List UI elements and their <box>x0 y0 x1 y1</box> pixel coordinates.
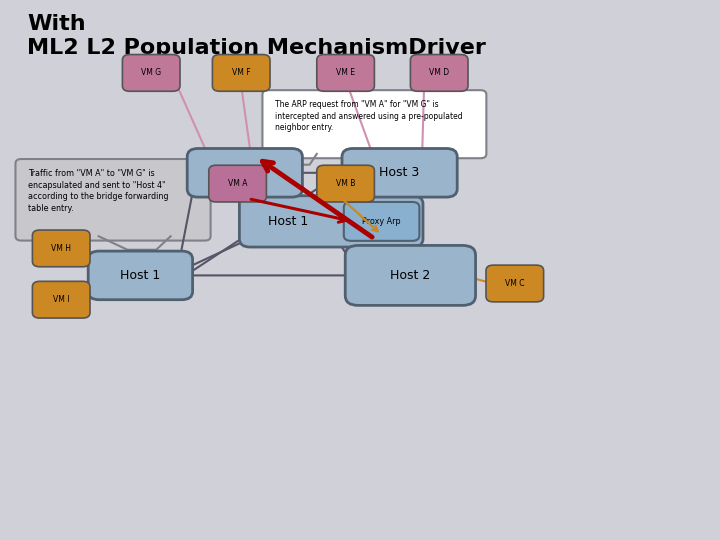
Text: VM G: VM G <box>141 69 161 77</box>
Text: The ARP request from "VM A" for "VM G" is
intercepted and answered using a pre-p: The ARP request from "VM A" for "VM G" i… <box>276 100 463 132</box>
Text: VM C: VM C <box>505 279 525 288</box>
FancyBboxPatch shape <box>317 55 374 91</box>
Text: Host 1: Host 1 <box>268 215 308 228</box>
FancyBboxPatch shape <box>345 245 475 306</box>
Text: VM A: VM A <box>228 179 248 188</box>
FancyBboxPatch shape <box>342 148 457 197</box>
FancyBboxPatch shape <box>187 148 302 197</box>
Text: Traffic from "VM A" to "VM G" is
encapsulated and sent to "Host 4"
according to : Traffic from "VM A" to "VM G" is encapsu… <box>29 168 169 213</box>
FancyBboxPatch shape <box>16 159 211 241</box>
Text: ML2 L2 Population Mechanism​Driver: ML2 L2 Population Mechanism​Driver <box>27 38 486 58</box>
FancyBboxPatch shape <box>263 90 487 158</box>
FancyBboxPatch shape <box>212 55 270 91</box>
FancyBboxPatch shape <box>486 265 544 302</box>
Text: VM D: VM D <box>429 69 449 77</box>
Text: VM B: VM B <box>336 179 355 188</box>
FancyBboxPatch shape <box>32 230 90 267</box>
FancyBboxPatch shape <box>32 281 90 318</box>
Text: VM F: VM F <box>232 69 251 77</box>
FancyBboxPatch shape <box>410 55 468 91</box>
FancyBboxPatch shape <box>317 165 374 202</box>
FancyBboxPatch shape <box>89 251 193 300</box>
FancyBboxPatch shape <box>239 195 423 247</box>
Text: Host 4: Host 4 <box>225 166 265 179</box>
Text: VM E: VM E <box>336 69 355 77</box>
Text: Proxy Arp: Proxy Arp <box>362 217 401 226</box>
Text: Host 1: Host 1 <box>120 269 161 282</box>
FancyBboxPatch shape <box>122 55 180 91</box>
Text: VM H: VM H <box>51 244 71 253</box>
Text: Host 3: Host 3 <box>379 166 420 179</box>
Text: Host 2: Host 2 <box>390 269 431 282</box>
Text: VM I: VM I <box>53 295 69 304</box>
FancyBboxPatch shape <box>209 165 266 202</box>
Text: With: With <box>27 14 86 33</box>
FancyBboxPatch shape <box>344 202 419 241</box>
